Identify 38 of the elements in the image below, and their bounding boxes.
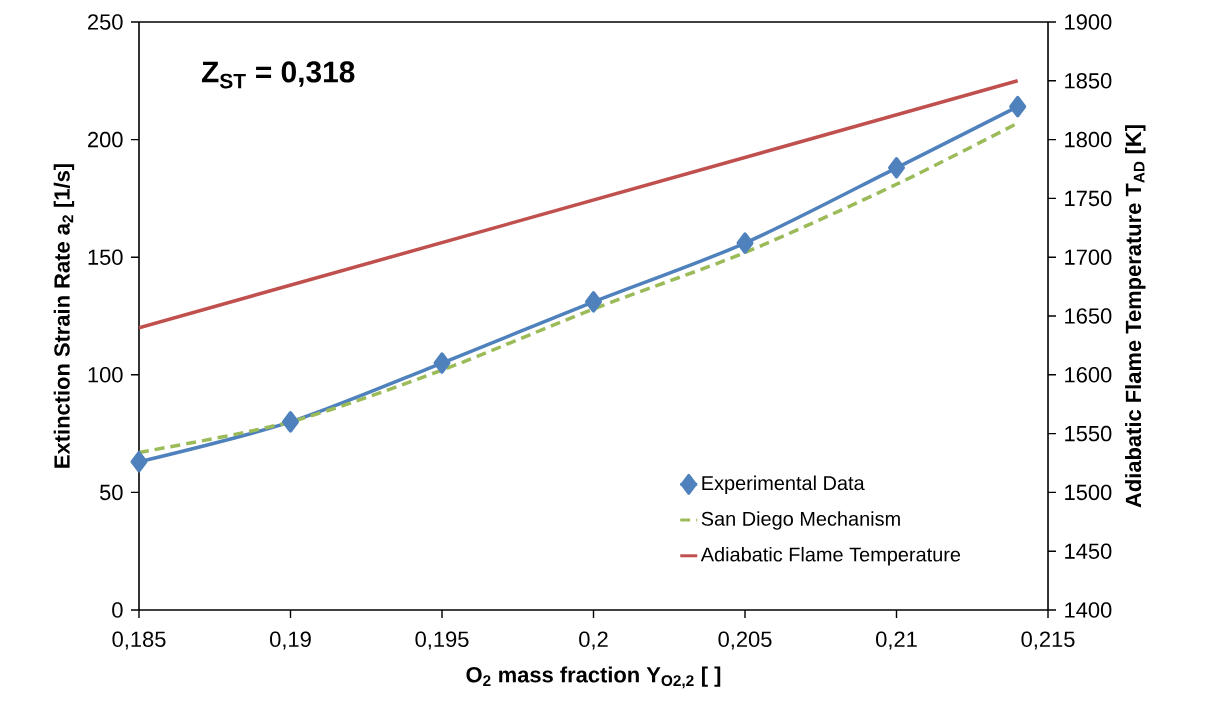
- y2-tick-label: 1850: [1065, 73, 1112, 89]
- point: [130, 451, 148, 473]
- annotation: Z$_{ST}$ = 0,318: [201, 61, 355, 89]
- point: [888, 157, 906, 179]
- point: [282, 411, 299, 433]
- legend-label: San Diego Mechanism: [701, 511, 900, 530]
- point: [433, 352, 451, 374]
- y2-tick-label: 1900: [1065, 14, 1112, 30]
- y2-tick-label: 1600: [1065, 367, 1112, 383]
- x-tick-label: 0,19: [270, 631, 311, 650]
- x-tick-label: 0,21: [876, 631, 917, 650]
- y2-tick-label: 1650: [1065, 308, 1112, 324]
- point: [736, 232, 754, 254]
- y2-tick-label: 1700: [1065, 249, 1112, 265]
- x-tick-label: 0,2: [579, 631, 608, 650]
- x-tick-label: 0,195: [415, 631, 469, 650]
- point: [585, 291, 602, 313]
- y-tick-label: 200: [88, 131, 123, 148]
- y-tick-label: 150: [88, 249, 123, 265]
- y-tick-label: 250: [88, 14, 123, 30]
- y-tick-label: 50: [99, 484, 123, 501]
- y2-tick-label: 1500: [1065, 484, 1112, 501]
- y-tick-label: 0: [112, 602, 123, 618]
- x-tick-label: 0,215: [1021, 631, 1075, 650]
- y2-tick-label: 1750: [1065, 190, 1112, 207]
- y2-tick-label: 1800: [1065, 131, 1112, 148]
- x-tick-label: 0,205: [718, 631, 772, 650]
- y2-tick-label: 1450: [1065, 543, 1112, 559]
- y-tick-label: 100: [88, 367, 123, 383]
- y2-axis-title: Adiabatic Flame Temperature T$_{AD}$ [K]: [1125, 125, 1146, 508]
- x-tick-label: 0,185: [112, 631, 166, 650]
- y2-tick-label: 1400: [1065, 602, 1112, 618]
- y-axis-title: Extinction Strain Rate a$_{2}$ [1/s]: [53, 164, 75, 468]
- legend-label: Adiabatic Flame Temperature: [700, 546, 961, 566]
- x-axis-title: O$_{2}$ mass fraction Y$_{O2,2}$ [ ]: [466, 666, 721, 689]
- legend-label: Experimental Data: [702, 475, 865, 495]
- y2-tick-label: 1550: [1065, 425, 1112, 442]
- point: [1009, 95, 1027, 118]
